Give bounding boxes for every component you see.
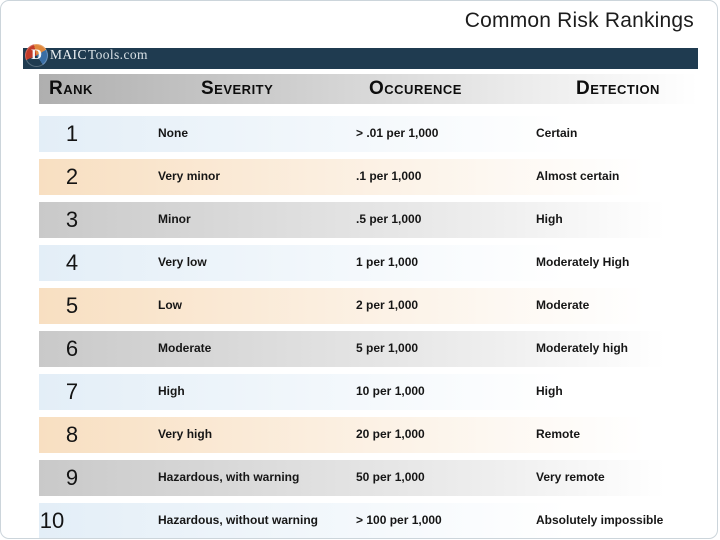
table-row: 3 Minor .5 per 1,000 High xyxy=(39,202,698,238)
rank-cell: 2 xyxy=(39,163,158,192)
rank-value: 2 xyxy=(65,163,79,189)
table-header-row: Rank Severity Occurence Detection xyxy=(39,74,698,104)
severity-cell: High xyxy=(158,384,185,399)
rank-value: 10 xyxy=(39,507,65,533)
detection-cell: Absolutely impossible xyxy=(536,513,664,528)
occurrence-cell: .1 per 1,000 xyxy=(356,169,422,184)
table-row: 8 Very high 20 per 1,000 Remote xyxy=(39,417,698,453)
occurrence-cell: .5 per 1,000 xyxy=(356,212,422,227)
severity-cell: None xyxy=(158,126,188,141)
detection-cell: Moderately high xyxy=(536,341,629,356)
table-row: 2 Very minor .1 per 1,000 Almost certain xyxy=(39,159,698,195)
occurrence-cell: 50 per 1,000 xyxy=(356,470,425,485)
rank-cell: 7 xyxy=(39,378,158,407)
severity-cell: Minor xyxy=(158,212,191,227)
severity-cell: Hazardous, without warning xyxy=(158,513,319,528)
rank-value: 9 xyxy=(65,464,79,490)
severity-cell: Hazardous, with warning xyxy=(158,470,300,485)
detection-cell: Almost certain xyxy=(536,169,620,184)
risk-rankings-table: Rank Severity Occurence Detection 1 None… xyxy=(39,74,698,538)
detection-cell: Certain xyxy=(536,126,578,141)
logo-brand: MAIC xyxy=(50,47,87,62)
table-row: 6 Moderate 5 per 1,000 Moderately high xyxy=(39,331,698,367)
rank-cell: 1 xyxy=(39,120,158,149)
occurrence-cell: 20 per 1,000 xyxy=(356,427,425,442)
brand-bar: D MAICTools.com xyxy=(23,43,698,69)
rank-cell: 4 xyxy=(39,249,158,278)
table-row: 4 Very low 1 per 1,000 Moderately High xyxy=(39,245,698,281)
rank-cell: 10 xyxy=(39,507,158,536)
occurrence-cell: > 100 per 1,000 xyxy=(356,513,442,528)
detection-cell: Moderately High xyxy=(536,255,630,270)
header-severity: Severity xyxy=(201,78,274,99)
rank-value: 3 xyxy=(65,206,79,232)
table-row: 1 None > .01 per 1,000 Certain xyxy=(39,116,698,152)
table-body: 1 None > .01 per 1,000 Certain 2 Very mi… xyxy=(39,116,698,538)
rank-value: 1 xyxy=(65,120,79,146)
brand-logo: D MAICTools.com xyxy=(25,42,148,68)
occurrence-cell: > .01 per 1,000 xyxy=(356,126,439,141)
detection-cell: Remote xyxy=(536,427,581,442)
table-row: 10 Hazardous, without warning > 100 per … xyxy=(39,503,698,538)
rank-cell: 5 xyxy=(39,292,158,321)
header-detection: Detection xyxy=(576,78,660,99)
severity-cell: Very minor xyxy=(158,169,221,184)
rank-value: 8 xyxy=(65,421,79,447)
table-row: 7 High 10 per 1,000 High xyxy=(39,374,698,410)
rank-cell: 6 xyxy=(39,335,158,364)
dmaic-logo-icon: D xyxy=(25,43,48,67)
severity-cell: Moderate xyxy=(158,341,212,356)
rank-value: 4 xyxy=(65,249,79,275)
header-rank: Rank xyxy=(49,78,93,99)
severity-cell: Very low xyxy=(158,255,207,270)
table-row: 5 Low 2 per 1,000 Moderate xyxy=(39,288,698,324)
occurrence-cell: 10 per 1,000 xyxy=(356,384,425,399)
rank-value: 6 xyxy=(65,335,79,361)
detection-cell: Very remote xyxy=(536,470,605,485)
occurrence-cell: 2 per 1,000 xyxy=(356,298,419,313)
rank-value: 5 xyxy=(65,292,79,318)
occurrence-cell: 5 per 1,000 xyxy=(356,341,419,356)
rank-cell: 9 xyxy=(39,464,158,493)
rank-cell: 3 xyxy=(39,206,158,235)
table-row: 9 Hazardous, with warning 50 per 1,000 V… xyxy=(39,460,698,496)
logo-suffix: Tools.com xyxy=(87,47,148,62)
detection-cell: High xyxy=(536,384,563,399)
page-title: Common Risk Rankings xyxy=(464,9,694,32)
severity-cell: Very high xyxy=(158,427,213,442)
rank-cell: 8 xyxy=(39,421,158,450)
occurrence-cell: 1 per 1,000 xyxy=(356,255,419,270)
detection-cell: Moderate xyxy=(536,298,590,313)
logo-text: MAICTools.com xyxy=(50,47,148,63)
detection-cell: High xyxy=(536,212,563,227)
header-occurence: Occurence xyxy=(369,78,462,99)
severity-cell: Low xyxy=(158,298,182,313)
rank-value: 7 xyxy=(65,378,79,404)
